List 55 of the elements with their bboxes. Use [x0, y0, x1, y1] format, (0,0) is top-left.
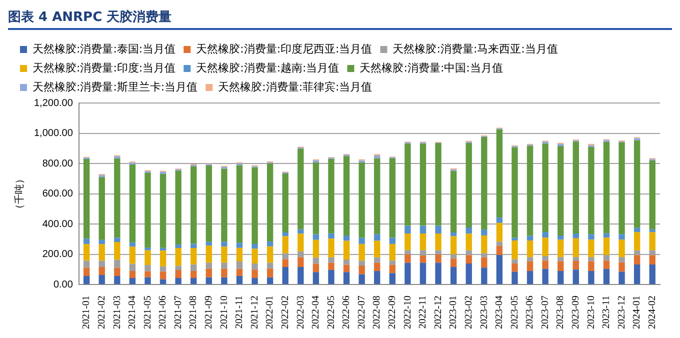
x-tick-label: 2022-11 [418, 296, 429, 329]
x-tick-label: 2021-02 [96, 296, 108, 330]
legend-label: 天然橡胶:消费量:斯里兰卡:当月值 [32, 80, 198, 94]
x-tick-label: 2021-12 [249, 296, 260, 330]
y-tick-label: 600.00 [42, 188, 74, 200]
x-tick-label: 2023-07 [540, 296, 551, 330]
y-tick-label: 1,200.00 [34, 98, 74, 109]
x-tick-label: 2023-11 [601, 296, 612, 329]
legend-label: 天然橡胶:消费量:印度尼西亚:当月值 [196, 42, 372, 56]
y-tick-label: 400.00 [42, 218, 74, 230]
legend-label: 天然橡胶:消费量:中国:当月值 [360, 61, 503, 74]
x-tick-label: 2023-09 [570, 296, 582, 330]
legend-label: 天然橡胶:消费量:泰国:当月值 [32, 42, 176, 56]
x-tick-label: 2022-03 [295, 296, 306, 330]
legend-label: 天然橡胶:消费量:越南:当月值 [196, 61, 340, 74]
legend-label: 天然橡胶:消费量:菲律宾:当月值 [218, 80, 372, 94]
x-tick-label: 2021-10 [218, 296, 230, 330]
x-tick-label: 2023-12 [616, 296, 628, 330]
x-tick-label: 2022-09 [387, 296, 398, 330]
x-tick-label: 2021-07 [172, 296, 184, 330]
x-tick-label: 2021-09 [204, 296, 215, 330]
x-tick-label: 2022-07 [356, 296, 368, 330]
x-tick-label: 2023-05 [509, 296, 520, 330]
x-tick-label: 2021-01 [81, 296, 92, 330]
x-tick-label: 2023-03 [478, 296, 490, 330]
y-tick-label: 1,000.00 [34, 128, 74, 140]
x-tick-label: 2024-02 [646, 296, 658, 330]
x-tick-label: 2024-01 [632, 296, 643, 330]
x-tick-label: 2022-10 [402, 296, 414, 330]
x-tick-label: 2021-05 [142, 296, 154, 330]
x-tick-label: 2023-01 [448, 296, 460, 330]
x-tick-label: 2023-06 [524, 296, 536, 330]
x-tick-label: 2023-08 [555, 296, 566, 330]
chart-title: 图表 4 ANRPC 天胶消费量 [8, 8, 672, 30]
y-tick-label: 800.00 [42, 158, 74, 170]
x-tick-label: 2021-11 [234, 296, 246, 329]
x-tick-label: 2021-03 [112, 296, 123, 330]
x-tick-label: 2022-06 [341, 296, 352, 330]
x-tick-label: 2022-08 [372, 296, 383, 330]
y-axis-title: （千吨） [14, 174, 26, 214]
x-tick-label: 2022-05 [326, 296, 337, 330]
x-tick-label: 2023-04 [494, 296, 506, 330]
y-tick-label: 0.00 [53, 279, 74, 290]
x-tick-label: 2021-08 [188, 296, 200, 330]
x-tick-label: 2022-04 [310, 296, 322, 330]
legend-label: 天然橡胶:消费量:马来西亚:当月值 [392, 42, 558, 56]
x-tick-label: 2023-10 [586, 296, 597, 330]
x-tick-label: 2022-01 [264, 296, 276, 330]
y-tick-label: 200.00 [42, 249, 74, 260]
x-tick-label: 2022-02 [280, 296, 291, 330]
x-tick-label: 2023-02 [463, 296, 474, 330]
x-tick-label: 2021-06 [158, 296, 169, 330]
x-tick-label: 2021-04 [127, 296, 138, 330]
x-tick-label: 2022-12 [432, 296, 444, 330]
legend-label: 天然橡胶:消费量:印度:当月值 [32, 61, 176, 74]
